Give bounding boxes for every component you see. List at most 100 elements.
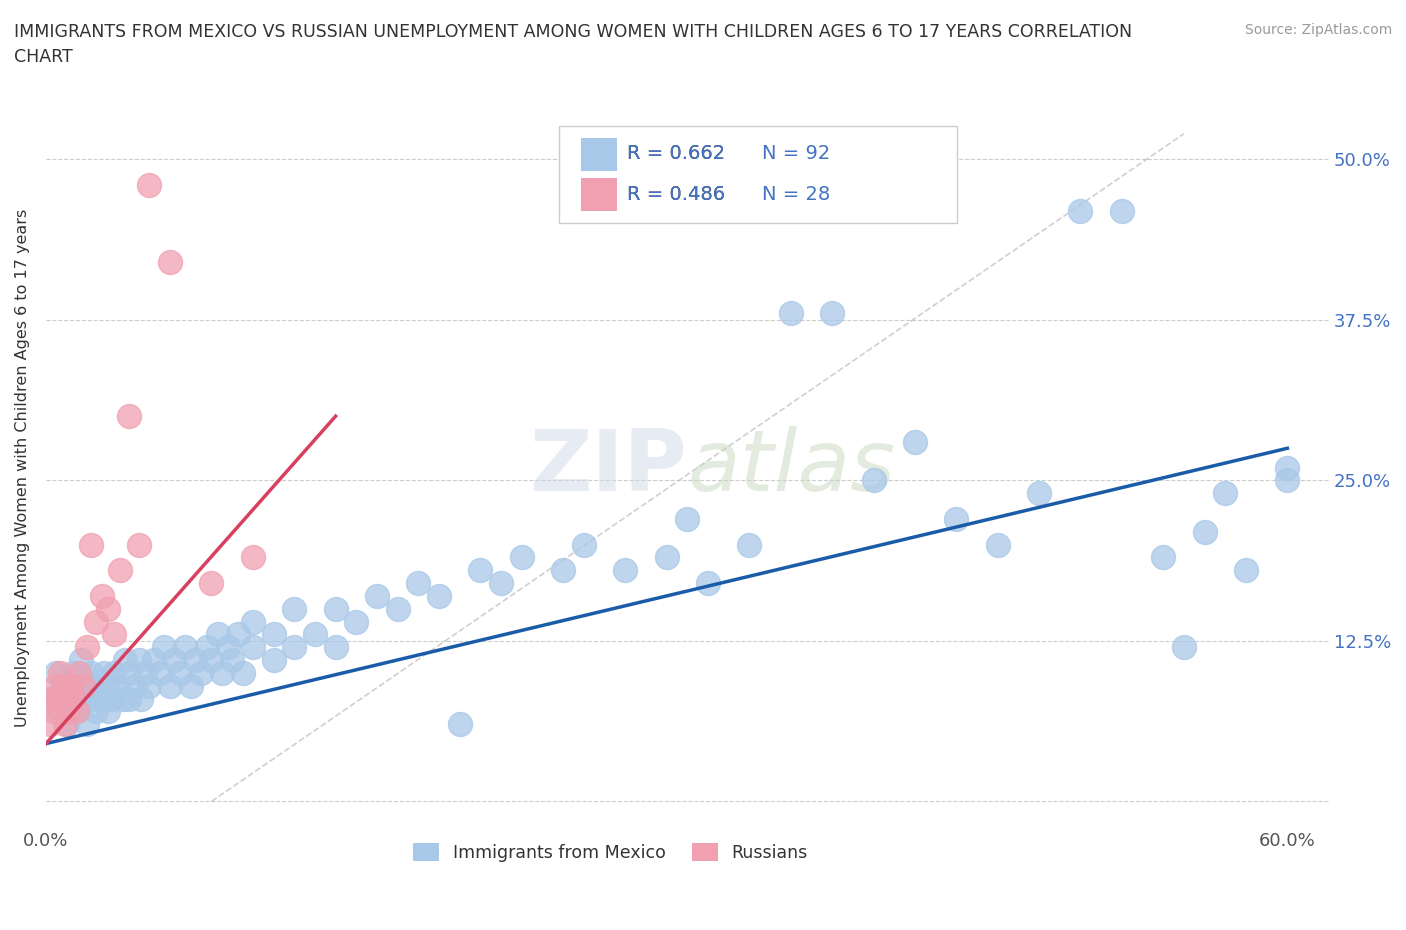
Point	[211, 666, 233, 681]
Point	[138, 678, 160, 693]
Point	[39, 717, 62, 732]
Point	[945, 512, 967, 526]
Point	[159, 255, 181, 270]
Point	[163, 653, 186, 668]
Point	[325, 602, 347, 617]
Point	[1213, 485, 1236, 500]
Point	[39, 691, 62, 706]
Point	[51, 678, 73, 693]
Point	[48, 691, 70, 706]
Text: R = 0.486: R = 0.486	[627, 185, 725, 204]
Point	[1194, 525, 1216, 539]
Point	[128, 653, 150, 668]
Point	[1234, 563, 1257, 578]
Point	[242, 614, 264, 629]
Point	[449, 717, 471, 732]
Point	[80, 691, 103, 706]
Point	[655, 550, 678, 565]
Point	[427, 589, 450, 604]
Point	[90, 589, 112, 604]
Point	[103, 666, 125, 681]
Text: N = 28: N = 28	[762, 185, 830, 204]
Point	[184, 653, 207, 668]
Point	[821, 306, 844, 321]
Point	[263, 627, 285, 642]
Point	[207, 627, 229, 642]
Point	[138, 178, 160, 193]
Point	[59, 691, 82, 706]
Point	[510, 550, 533, 565]
Point	[80, 538, 103, 552]
Point	[200, 653, 222, 668]
Point	[1152, 550, 1174, 565]
Point	[118, 408, 141, 423]
Y-axis label: Unemployment Among Women with Children Ages 6 to 17 years: Unemployment Among Women with Children A…	[15, 208, 30, 726]
Point	[67, 666, 90, 681]
Point	[45, 678, 67, 693]
Point	[55, 691, 77, 706]
Point	[53, 717, 76, 732]
Point	[408, 576, 430, 591]
Point	[72, 678, 94, 693]
Text: N = 92: N = 92	[762, 144, 830, 163]
Point	[97, 602, 120, 617]
Point	[489, 576, 512, 591]
Point	[159, 678, 181, 693]
FancyBboxPatch shape	[560, 126, 956, 223]
Point	[62, 691, 84, 706]
Point	[242, 640, 264, 655]
Point	[66, 678, 89, 693]
Point	[44, 704, 66, 719]
Point	[779, 306, 801, 321]
Point	[76, 717, 98, 732]
Point	[1173, 640, 1195, 655]
Point	[228, 627, 250, 642]
Point	[128, 538, 150, 552]
Point	[190, 666, 212, 681]
Point	[1277, 473, 1299, 488]
Text: IMMIGRANTS FROM MEXICO VS RUSSIAN UNEMPLOYMENT AMONG WOMEN WITH CHILDREN AGES 6 : IMMIGRANTS FROM MEXICO VS RUSSIAN UNEMPL…	[14, 23, 1132, 66]
Point	[738, 538, 761, 552]
Point	[195, 640, 218, 655]
Point	[142, 653, 165, 668]
Point	[1277, 460, 1299, 475]
Point	[84, 704, 107, 719]
Point	[1069, 204, 1091, 219]
Point	[97, 678, 120, 693]
Point	[58, 704, 80, 719]
Point	[97, 704, 120, 719]
Point	[134, 666, 156, 681]
Point	[217, 640, 239, 655]
Point	[59, 678, 82, 693]
Point	[325, 640, 347, 655]
Text: R = 0.662: R = 0.662	[627, 144, 725, 163]
Point	[118, 666, 141, 681]
Point	[153, 640, 176, 655]
Point	[304, 627, 326, 642]
FancyBboxPatch shape	[581, 179, 617, 211]
Point	[62, 666, 84, 681]
Point	[987, 538, 1010, 552]
Point	[697, 576, 720, 591]
Point	[86, 678, 108, 693]
Point	[49, 666, 72, 681]
Point	[90, 691, 112, 706]
Point	[70, 653, 93, 668]
Point	[470, 563, 492, 578]
Point	[111, 691, 134, 706]
Point	[103, 627, 125, 642]
Text: R = 0.662: R = 0.662	[627, 144, 725, 163]
Point	[200, 576, 222, 591]
Point	[110, 563, 132, 578]
Point	[572, 538, 595, 552]
Point	[49, 704, 72, 719]
Point	[107, 678, 129, 693]
Point	[344, 614, 367, 629]
Point	[41, 691, 63, 706]
Point	[114, 653, 136, 668]
Point	[221, 653, 243, 668]
Text: atlas: atlas	[688, 426, 896, 509]
Point	[242, 550, 264, 565]
Text: ZIP: ZIP	[530, 426, 688, 509]
Point	[51, 678, 73, 693]
